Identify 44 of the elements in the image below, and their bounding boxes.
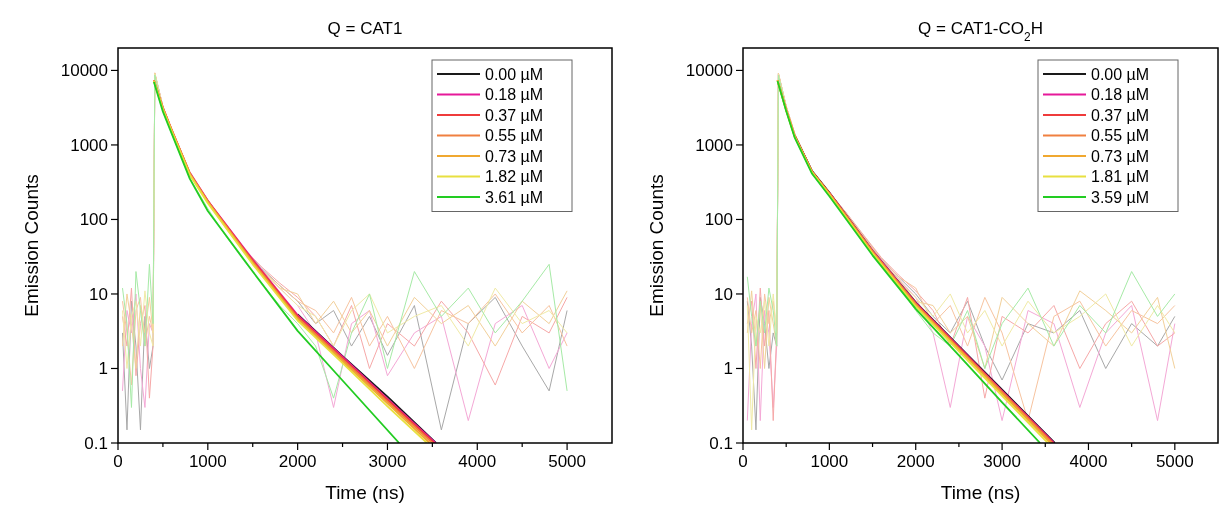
- x-tick-label: 3000: [983, 452, 1022, 471]
- legend-label: 3.59 µM: [1091, 188, 1150, 206]
- y-tick-label: 10000: [60, 61, 108, 81]
- x-tick-label: 0: [738, 452, 748, 471]
- y-tick-label: 1: [98, 359, 108, 379]
- chart-title: Q = CAT1: [327, 19, 403, 38]
- legend-label: 3.61 µM: [485, 188, 544, 206]
- x-tick-label: 5000: [1155, 452, 1194, 471]
- legend-label: 1.81 µM: [1091, 168, 1150, 186]
- legend-label: 0.73 µM: [485, 147, 544, 165]
- x-tick-label: 1000: [188, 452, 227, 471]
- y-tick-label: 100: [704, 210, 733, 230]
- legend-label: 0.37 µM: [1091, 106, 1150, 124]
- legend-label: 0.18 µM: [485, 86, 544, 104]
- y-tick-label: 0.1: [709, 433, 733, 453]
- x-tick-label: 0: [113, 452, 123, 471]
- x-tick-label: 1000: [810, 452, 849, 471]
- y-tick-label: 10000: [685, 61, 733, 81]
- x-axis-title: Time (ns): [325, 482, 405, 503]
- x-tick-label: 4000: [458, 452, 497, 471]
- chart-title: Q = CAT1-CO$_{2}$H: [918, 19, 1043, 44]
- legend-label: 0.73 µM: [1091, 147, 1150, 165]
- y-axis-title: Emission Counts: [21, 174, 42, 317]
- legend-label: 0.55 µM: [485, 127, 544, 145]
- y-tick-label: 100: [79, 210, 108, 230]
- x-tick-label: 4000: [1069, 452, 1108, 471]
- x-tick-label: 3000: [368, 452, 407, 471]
- x-tick-label: 2000: [896, 452, 935, 471]
- y-tick-label: 1: [723, 359, 733, 379]
- y-tick-label: 1000: [70, 135, 108, 155]
- y-tick-label: 0.1: [84, 433, 108, 453]
- legend-label: 0.37 µM: [485, 106, 544, 124]
- y-axis-title: Emission Counts: [646, 174, 667, 317]
- x-tick-label: 5000: [548, 452, 586, 471]
- legend-label: 0.00 µM: [1091, 65, 1150, 83]
- x-tick-label: 2000: [278, 452, 317, 471]
- legend-label: 0.18 µM: [1091, 86, 1150, 104]
- x-axis-title: Time (ns): [940, 482, 1021, 503]
- legend-label: 1.82 µM: [485, 168, 544, 186]
- y-tick-label: 10: [714, 284, 733, 304]
- y-tick-label: 10: [89, 284, 108, 304]
- legend-label: 0.00 µM: [485, 65, 544, 83]
- y-tick-label: 1000: [695, 135, 733, 155]
- legend-label: 0.55 µM: [1091, 127, 1150, 145]
